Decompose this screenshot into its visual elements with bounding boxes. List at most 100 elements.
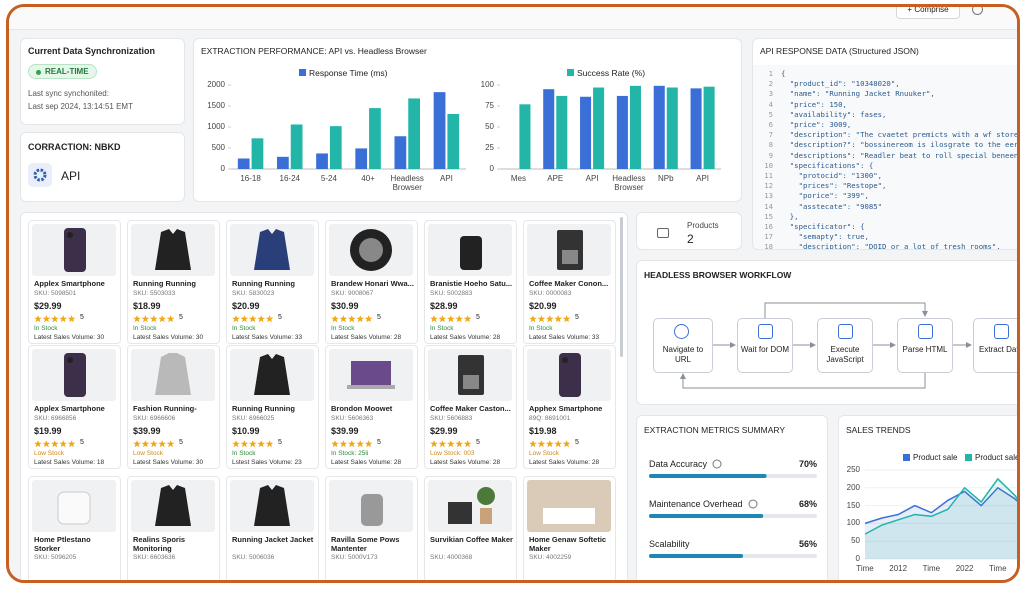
rating-stars — [331, 440, 373, 448]
compare-button[interactable]: + Comprise — [896, 7, 960, 19]
product-name: Applex Smartphone — [34, 404, 105, 413]
product-sku: SKU: 6966856 — [34, 415, 77, 422]
y-tick-label: 2000 — [207, 80, 225, 89]
product-name: Running Running Jack... — [232, 279, 295, 288]
product-card[interactable]: Coffee Maker Caston... SKU: 5606883 $29.99… — [424, 345, 517, 469]
product-image — [32, 349, 116, 401]
product-card[interactable]: Branistie Hoeho Satu... SKU: 5002883 $28.9… — [424, 220, 517, 344]
product-sku: SKU: 5006036 — [232, 554, 275, 561]
bar — [290, 124, 303, 169]
panel-title: API RESPONSE DATA (Structured JSON) — [760, 46, 919, 56]
star — [158, 315, 166, 323]
bar — [355, 148, 368, 169]
sales-volume: Latest Sales Volume: 30 — [133, 334, 204, 341]
bar — [543, 89, 555, 169]
product-rating: 5 — [377, 439, 381, 446]
x-tick-label: Time — [856, 564, 874, 573]
x-tick-label: Mes — [510, 174, 526, 183]
stock-status: In Stock — [529, 325, 553, 332]
y-tick-label: 1000 — [207, 122, 225, 131]
product-card[interactable]: Survikian Coffee Maker SKU: 4000368 — [424, 476, 517, 580]
star — [166, 440, 175, 448]
product-shape — [155, 485, 191, 526]
product-card[interactable]: Apphex Smartphone 89Q: 8691001 $19.98 5 Low … — [523, 345, 616, 469]
workflow-step[interactable]: Execute JavaScript — [817, 318, 873, 373]
legend-swatch — [965, 454, 972, 461]
product-shape — [359, 238, 383, 262]
x-tick-label: 16-18 — [240, 174, 261, 183]
product-card[interactable]: Running Jacket Jacket SKU: 5006036 — [226, 476, 319, 580]
stock-status: In Stock — [232, 325, 256, 332]
panel-title: SALES TRENDS — [846, 425, 911, 435]
star — [249, 315, 257, 323]
product-card[interactable]: Running Running Jack... SKU: 6966025 $10.9… — [226, 345, 319, 469]
product-image — [230, 480, 314, 532]
line-number: 16 — [764, 222, 773, 231]
workflow-step[interactable]: Wait for DOM — [737, 318, 793, 373]
stock-status: Low Stock — [133, 450, 163, 457]
metric-label: Data Accuracy — [649, 459, 708, 469]
product-rating: 5 — [278, 314, 282, 321]
line-number: 18 — [764, 242, 773, 250]
product-name: Brondon Moowet Vern... — [331, 404, 393, 413]
product-shape — [527, 480, 611, 532]
product-rating: 5 — [179, 439, 183, 446]
line-number: 7 — [768, 130, 773, 140]
product-card[interactable]: Applex Smartphone SKU: 5098501 $29.99 5 In S… — [28, 220, 121, 344]
product-card[interactable]: Brandew Honari Wwa... SKU: 9008067 $30.99 5… — [325, 220, 418, 344]
star — [447, 440, 455, 448]
line-number: 6 — [768, 120, 773, 129]
product-shape — [67, 232, 73, 238]
star — [554, 440, 562, 448]
product-price: $18.99 — [133, 301, 161, 311]
y-tick-label: 1500 — [207, 101, 225, 110]
product-card[interactable]: Applex Smartphone SKU: 6966856 $19.99 5 Low … — [28, 345, 121, 469]
star — [364, 440, 373, 448]
gear-icon — [28, 163, 52, 187]
star — [455, 440, 463, 448]
star — [150, 440, 158, 448]
rating-stars — [430, 315, 472, 323]
star — [249, 440, 257, 448]
star — [34, 440, 42, 448]
product-rating: 5 — [80, 314, 84, 321]
product-card[interactable]: Home Genaw Softetic Maker SKU: 4002259 — [523, 476, 616, 580]
line-number: 1 — [768, 69, 773, 78]
bar — [433, 92, 446, 169]
x-tick-label: API — [696, 174, 710, 183]
product-card[interactable]: Home Ptlestano Storker SKU: 5096205 — [28, 476, 121, 580]
bar — [277, 156, 289, 169]
x-tick-label: Headless Browser — [390, 174, 424, 192]
line-number: 10 — [764, 160, 773, 170]
legend-swatch — [903, 454, 910, 461]
product-shape — [480, 508, 492, 524]
bar — [447, 113, 460, 169]
bar — [580, 96, 592, 169]
stock-status: In Stock — [331, 325, 355, 332]
product-card[interactable]: Coffee Maker Conon... SKU: 0000083 $20.99 5… — [523, 220, 616, 344]
bar — [408, 98, 420, 169]
product-card[interactable]: Brondon Moowet Vern... SKU: 5606363 $39.99… — [325, 345, 418, 469]
rating-stars — [430, 440, 472, 448]
workflow-step[interactable]: Extract Data — [973, 318, 1017, 373]
product-card[interactable]: Realins Sporis Monitoring SKU: 6603636 — [127, 476, 220, 580]
product-card[interactable]: Fashion Running- Ren... SKU: 6966606 $39.9… — [127, 345, 220, 469]
line-number: 15 — [764, 211, 773, 221]
star — [51, 440, 59, 448]
product-rating: 5 — [575, 314, 579, 321]
star — [546, 440, 554, 448]
product-card[interactable]: Ravilla Some Pows Mantenter SKU: 5000V173 — [325, 476, 418, 580]
help-icon[interactable] — [972, 7, 983, 15]
x-tick-label: APE — [547, 174, 564, 183]
star — [463, 440, 472, 448]
product-card[interactable]: Running Running Jack... SKU: 5830023 $20.9… — [226, 220, 319, 344]
workflow-step[interactable]: Parse HTML — [897, 318, 953, 373]
line-number: 4 — [768, 99, 773, 109]
line-number: 9 — [768, 150, 773, 160]
y-tick-label: 0 — [220, 164, 225, 173]
code-line: "description": "DOID or a lot of tresh r… — [781, 242, 1001, 250]
product-name: Fashion Running- Ren... — [133, 404, 197, 413]
product-shape — [67, 357, 73, 363]
product-card[interactable]: Running Running Jacket SKU: 5503033 $18.99… — [127, 220, 220, 344]
star — [537, 440, 546, 448]
